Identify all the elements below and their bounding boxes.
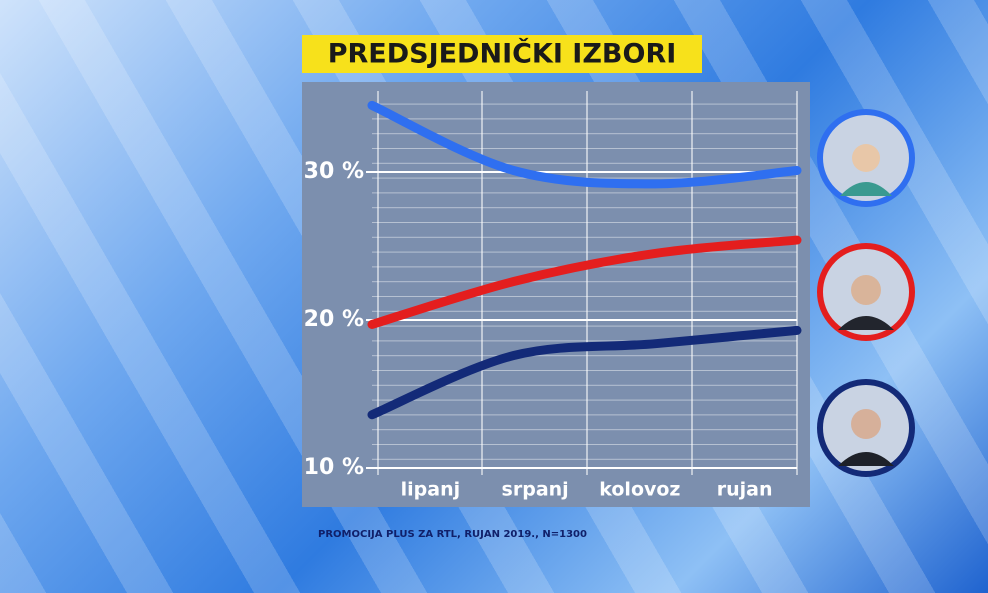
source-note: PROMOCIJA PLUS ZA RTL, RUJAN 2019., N=13… [318, 529, 587, 540]
series-line [367, 235, 802, 329]
minor-grid [372, 91, 797, 468]
series-line [367, 100, 802, 189]
y-tick-label: 10 % [304, 455, 364, 480]
y-tick-label: 20 % [304, 307, 364, 332]
x-tick-label: srpanj [502, 479, 569, 501]
chart-title: PREDSJEDNIČKI IZBORI [328, 38, 677, 70]
series-line [367, 325, 802, 420]
x-tick-label: lipanj [401, 479, 461, 501]
x-tick-label: rujan [717, 479, 773, 501]
y-tick-label: 30 % [304, 159, 364, 184]
title-box [302, 35, 702, 73]
x-tick-label: kolovoz [599, 479, 680, 501]
candidate-photos [817, 109, 915, 477]
